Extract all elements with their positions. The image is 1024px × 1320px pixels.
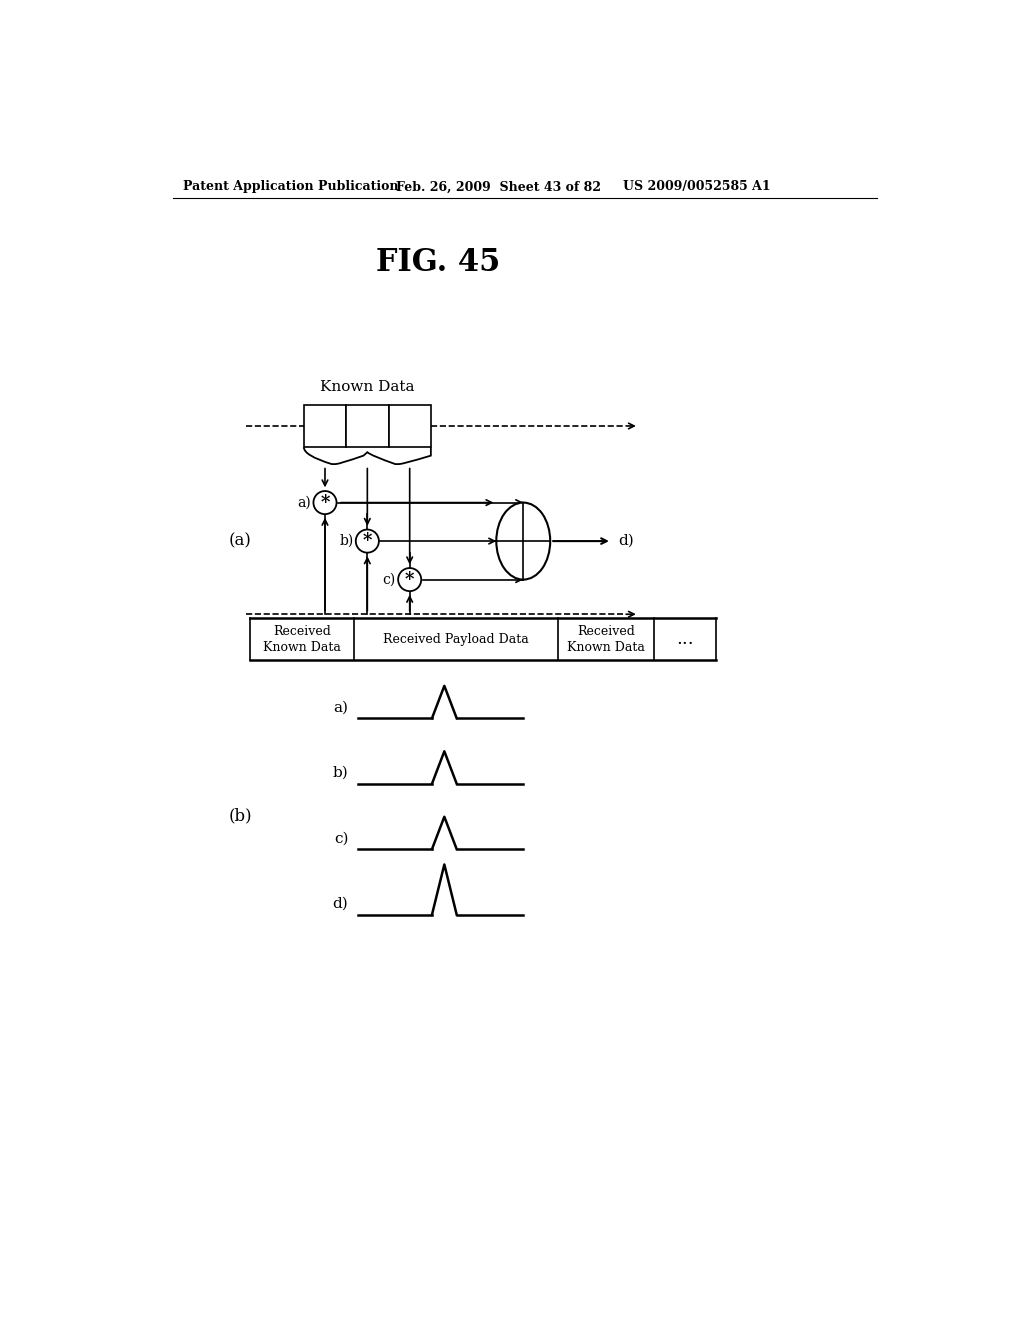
Text: Patent Application Publication: Patent Application Publication: [183, 181, 398, 194]
Text: c): c): [334, 832, 348, 845]
Text: (a): (a): [229, 532, 252, 549]
Circle shape: [355, 529, 379, 553]
Bar: [304, 405, 346, 447]
Text: ...: ...: [676, 630, 694, 648]
Text: Received
Known Data: Received Known Data: [263, 624, 341, 653]
Circle shape: [313, 491, 337, 515]
Text: b): b): [333, 766, 348, 780]
Text: *: *: [321, 494, 330, 512]
Text: a): a): [334, 701, 348, 714]
Text: FIG. 45: FIG. 45: [377, 247, 501, 277]
Text: US 2009/0052585 A1: US 2009/0052585 A1: [624, 181, 771, 194]
Text: Known Data: Known Data: [321, 380, 415, 395]
Circle shape: [398, 568, 421, 591]
Text: a): a): [297, 495, 311, 510]
Text: Feb. 26, 2009  Sheet 43 of 82: Feb. 26, 2009 Sheet 43 of 82: [396, 181, 601, 194]
Bar: [388, 405, 431, 447]
Text: (b): (b): [229, 808, 253, 825]
Bar: [346, 405, 388, 447]
Text: c): c): [383, 573, 396, 586]
Text: *: *: [406, 570, 415, 589]
Text: *: *: [362, 532, 372, 550]
Text: Received Payload Data: Received Payload Data: [383, 632, 528, 645]
Ellipse shape: [497, 503, 550, 579]
Text: d): d): [333, 896, 348, 911]
Text: Received
Known Data: Received Known Data: [567, 624, 645, 653]
Text: b): b): [339, 535, 353, 548]
Text: d): d): [617, 535, 634, 548]
